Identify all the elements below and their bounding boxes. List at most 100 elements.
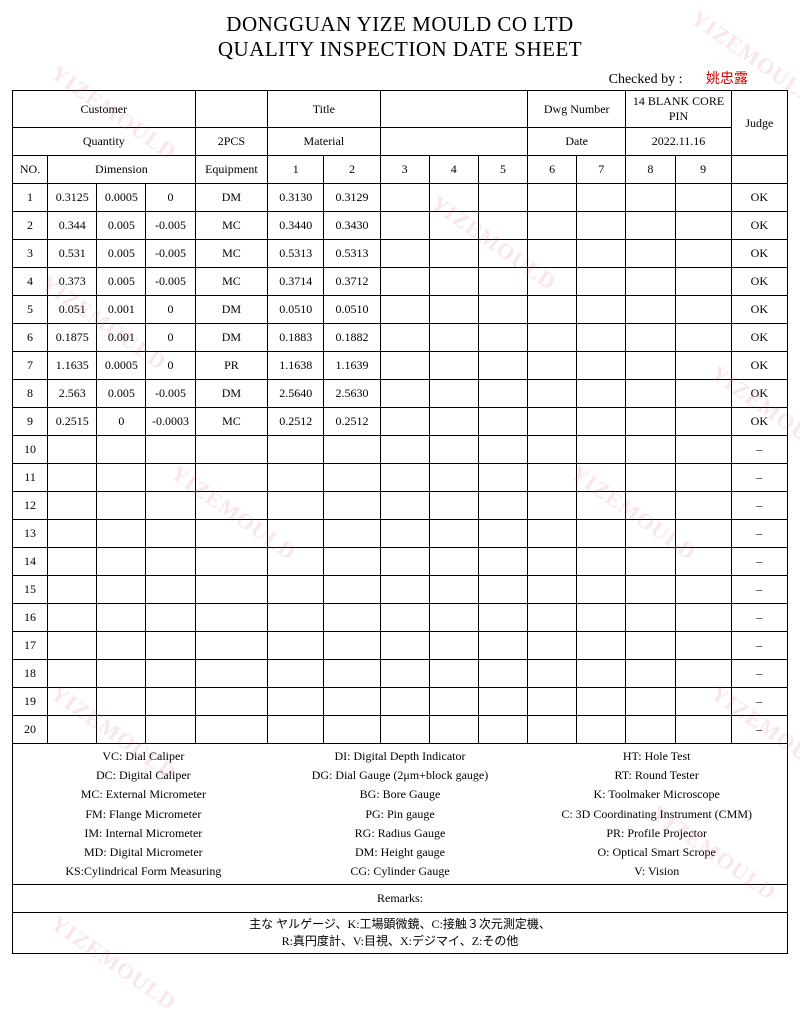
cell-m3	[380, 716, 429, 744]
cell-m1: 0.3130	[268, 184, 324, 212]
legend-item: MD: Digital Micrometer	[15, 843, 272, 862]
cell-j: OK	[731, 352, 787, 380]
cell-m6	[528, 660, 577, 688]
cell-m8	[626, 660, 675, 688]
cell-j: –	[731, 520, 787, 548]
cell-d1: 0.051	[48, 296, 97, 324]
cell-d1	[48, 520, 97, 548]
cell-m9	[675, 184, 731, 212]
column-header-row: NO. Dimension Equipment 1 2 3 4 5 6 7 8 …	[13, 156, 788, 184]
cell-m3	[380, 212, 429, 240]
cell-m6	[528, 716, 577, 744]
cell-m2: 0.3129	[324, 184, 380, 212]
cell-d2: 0.001	[97, 324, 146, 352]
cell-m8	[626, 548, 675, 576]
cell-m2	[324, 492, 380, 520]
cell-m2	[324, 464, 380, 492]
sheet-title: QUALITY INSPECTION DATE SHEET	[12, 37, 788, 62]
cell-m2	[324, 576, 380, 604]
legend-item: PR: Profile Projector	[528, 824, 785, 843]
cell-m7	[577, 268, 626, 296]
cell-eq: DM	[195, 296, 268, 324]
cell-m1	[268, 492, 324, 520]
cell-m4	[429, 268, 478, 296]
col-2: 2	[324, 156, 380, 184]
table-row: 71.16350.00050PR1.16381.1639OK	[13, 352, 788, 380]
cell-m9	[675, 604, 731, 632]
cell-m5	[478, 184, 527, 212]
table-row: 18–	[13, 660, 788, 688]
cell-m6	[528, 380, 577, 408]
legend-item: RG: Radius Gauge	[272, 824, 529, 843]
cell-m1	[268, 688, 324, 716]
cell-m6	[528, 604, 577, 632]
cell-m6	[528, 212, 577, 240]
col-equipment: Equipment	[195, 156, 268, 184]
cell-eq: DM	[195, 184, 268, 212]
cell-m4	[429, 632, 478, 660]
cell-j: OK	[731, 408, 787, 436]
cell-m4	[429, 492, 478, 520]
table-row: 11–	[13, 464, 788, 492]
cell-m3	[380, 380, 429, 408]
table-row: 12–	[13, 492, 788, 520]
cell-j: –	[731, 660, 787, 688]
checked-by-name: 姚忠露	[706, 72, 748, 87]
cell-m8	[626, 380, 675, 408]
cell-d1	[48, 436, 97, 464]
cell-d3: -0.005	[146, 380, 195, 408]
cell-m3	[380, 520, 429, 548]
cell-m8	[626, 324, 675, 352]
legend-item: KS:Cylindrical Form Measuring	[15, 862, 272, 881]
cell-m7	[577, 576, 626, 604]
col-4: 4	[429, 156, 478, 184]
cell-d1: 1.1635	[48, 352, 97, 380]
cell-m3	[380, 464, 429, 492]
cell-d3	[146, 464, 195, 492]
cell-d2: 0.0005	[97, 184, 146, 212]
cell-m8	[626, 184, 675, 212]
cell-m6	[528, 296, 577, 324]
cell-no: 15	[13, 576, 48, 604]
cell-m8	[626, 604, 675, 632]
cell-eq	[195, 464, 268, 492]
cell-m8	[626, 520, 675, 548]
cell-m4	[429, 380, 478, 408]
checked-by-label: Checked by :	[609, 72, 683, 87]
cell-m1: 0.5313	[268, 240, 324, 268]
cell-m2: 0.0510	[324, 296, 380, 324]
cell-m7	[577, 492, 626, 520]
cell-m4	[429, 408, 478, 436]
cell-j: –	[731, 632, 787, 660]
cell-d2	[97, 660, 146, 688]
legend-item: IM: Internal Micrometer	[15, 824, 272, 843]
cell-m4	[429, 436, 478, 464]
cell-d2	[97, 632, 146, 660]
cell-m4	[429, 520, 478, 548]
cell-eq	[195, 576, 268, 604]
cell-j: –	[731, 604, 787, 632]
cell-d3	[146, 548, 195, 576]
cell-d2: 0.005	[97, 268, 146, 296]
cell-no: 20	[13, 716, 48, 744]
cell-m8	[626, 688, 675, 716]
cell-d3	[146, 688, 195, 716]
cell-m3	[380, 240, 429, 268]
cell-m4	[429, 548, 478, 576]
cell-m7	[577, 436, 626, 464]
material-value	[380, 128, 528, 156]
cell-m7	[577, 464, 626, 492]
cell-m5	[478, 492, 527, 520]
info-row-1: Customer Title Dwg Number 14 BLANK CORE …	[13, 91, 788, 128]
date-value: 2022.11.16	[626, 128, 731, 156]
legend-row: VC: Dial CaliperDC: Digital CaliperMC: E…	[13, 744, 788, 885]
cell-m9	[675, 576, 731, 604]
jp-line-1: 主な ヤルゲージ、K:工場顕微鏡、C:接触３次元測定機、	[15, 916, 785, 933]
cell-eq	[195, 520, 268, 548]
cell-no: 13	[13, 520, 48, 548]
cell-m5	[478, 688, 527, 716]
cell-d3: 0	[146, 184, 195, 212]
cell-j: OK	[731, 296, 787, 324]
cell-m4	[429, 184, 478, 212]
cell-m6	[528, 240, 577, 268]
